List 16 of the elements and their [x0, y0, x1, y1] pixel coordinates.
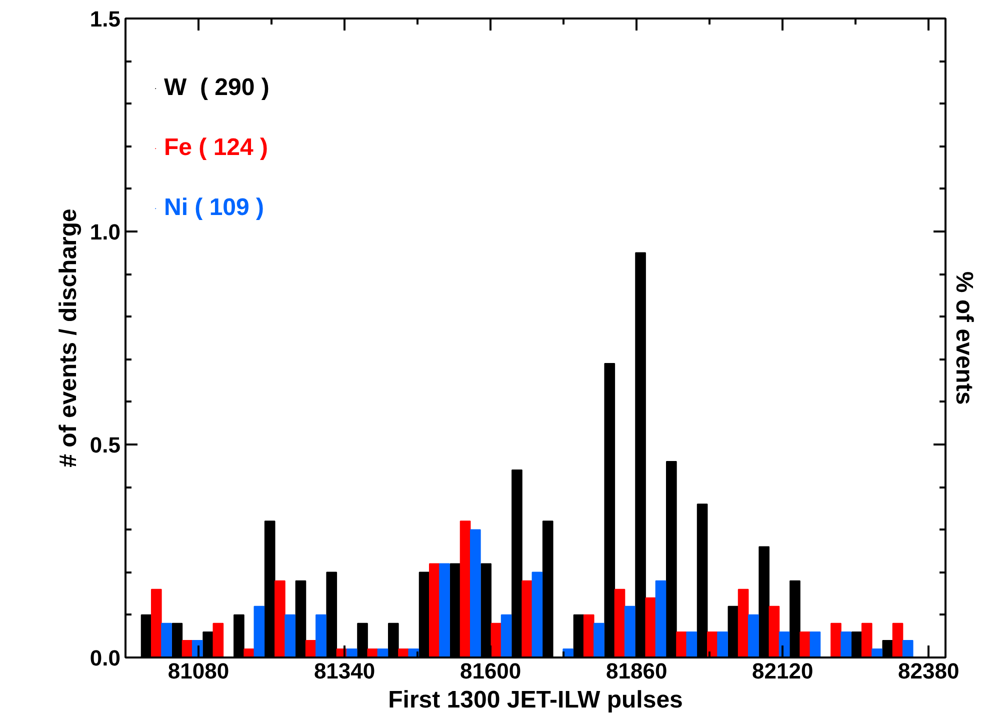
legend-label: Ni ( 109 ) [164, 194, 264, 222]
x-tick-label: 81600 [460, 658, 522, 684]
legend-label: Fe ( 124 ) [164, 134, 268, 162]
x-tick-label: 82120 [752, 658, 814, 684]
x-tick-label: 82380 [898, 658, 960, 684]
x-axis-title: First 1300 JET-ILW pulses [388, 686, 683, 714]
y-tick-label: 0.0 [90, 646, 121, 670]
y-tick-label: 1.0 [90, 220, 121, 244]
y-tick-label: 1.5 [90, 6, 121, 32]
x-tick-label: 81860 [606, 658, 668, 684]
x-tick-label: 81080 [168, 658, 230, 684]
y2-axis-title: % of events [950, 271, 978, 405]
x-tick-label: 81340 [314, 658, 376, 684]
y-tick-label: 0.5 [90, 432, 121, 458]
y-axis-title: # of events / discharge [54, 208, 82, 468]
legend-label: W ( 290 ) [164, 74, 270, 102]
